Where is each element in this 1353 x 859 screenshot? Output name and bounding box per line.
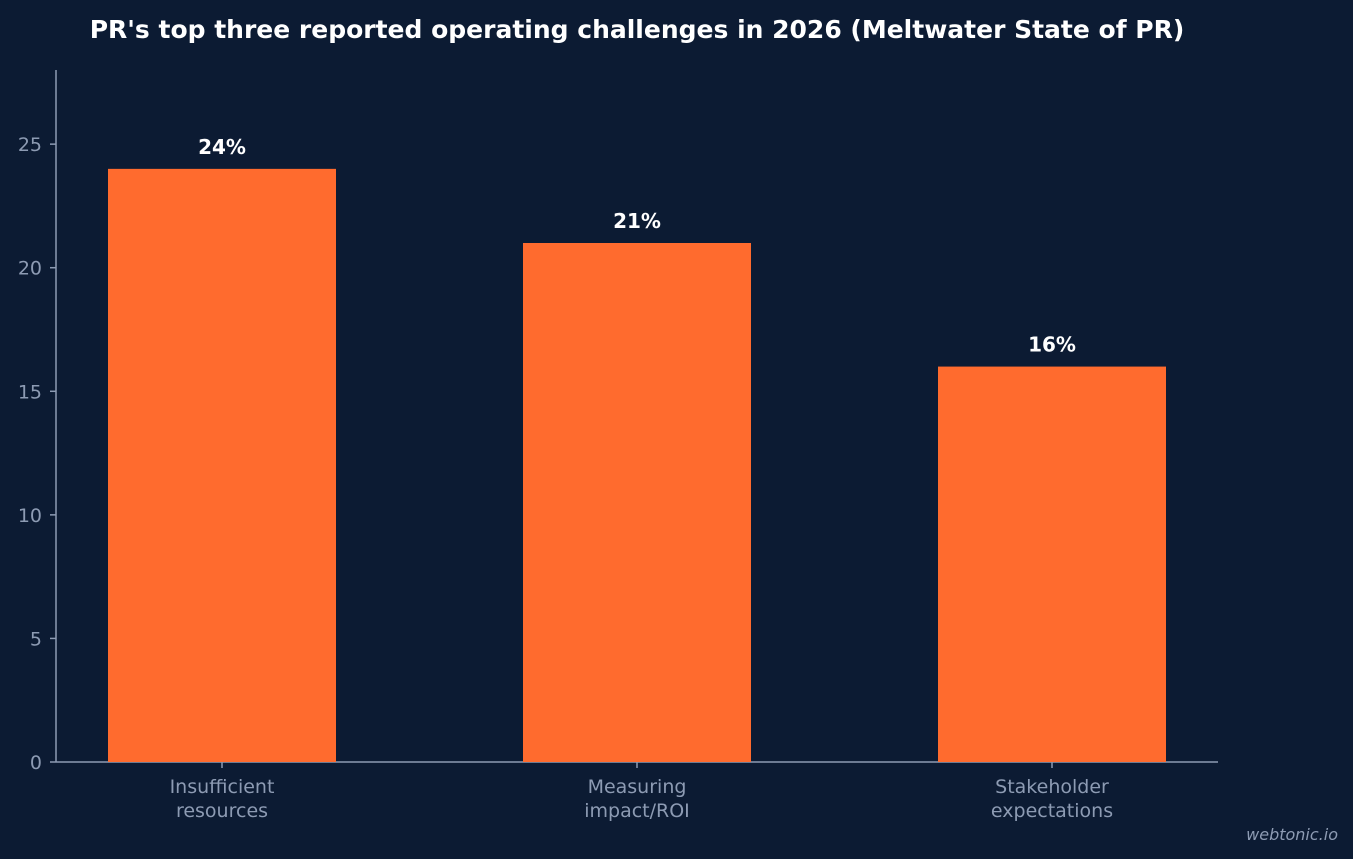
bars-group: 24% 21% 16% bbox=[108, 135, 1166, 762]
watermark-text: webtonic.io bbox=[1246, 825, 1338, 844]
x-category-label-line: expectations bbox=[991, 800, 1113, 822]
y-tick-label: 15 bbox=[18, 381, 42, 403]
bar-value-label: 16% bbox=[1028, 333, 1076, 357]
x-category-label: Measuring impact/ROI bbox=[584, 776, 690, 822]
x-category-label-line: Insufficient bbox=[170, 776, 275, 798]
y-tick-label: 0 bbox=[30, 752, 42, 774]
y-tick-label: 5 bbox=[30, 628, 42, 650]
y-tick-label: 20 bbox=[18, 258, 42, 280]
chart-title: PR's top three reported operating challe… bbox=[90, 15, 1185, 44]
x-category-label-line: impact/ROI bbox=[584, 800, 690, 822]
bar-value-label: 21% bbox=[613, 209, 661, 233]
x-category-label: Stakeholder expectations bbox=[991, 776, 1113, 822]
x-category-label-line: Measuring bbox=[588, 776, 687, 798]
y-tick-label: 10 bbox=[18, 505, 42, 527]
x-axis-ticks: Insufficient resources Measuring impact/ROI… bbox=[170, 762, 1113, 822]
y-tick-label: 25 bbox=[18, 134, 42, 156]
x-category-label-line: resources bbox=[176, 800, 268, 822]
x-category-label: Insufficient resources bbox=[170, 776, 275, 822]
x-category-label-line: Stakeholder bbox=[995, 776, 1109, 798]
bar bbox=[938, 366, 1166, 762]
y-axis-ticks: 0 5 10 15 20 25 bbox=[18, 134, 56, 774]
bar bbox=[523, 243, 751, 762]
bar-value-label: 24% bbox=[198, 135, 246, 159]
bar bbox=[108, 168, 336, 762]
